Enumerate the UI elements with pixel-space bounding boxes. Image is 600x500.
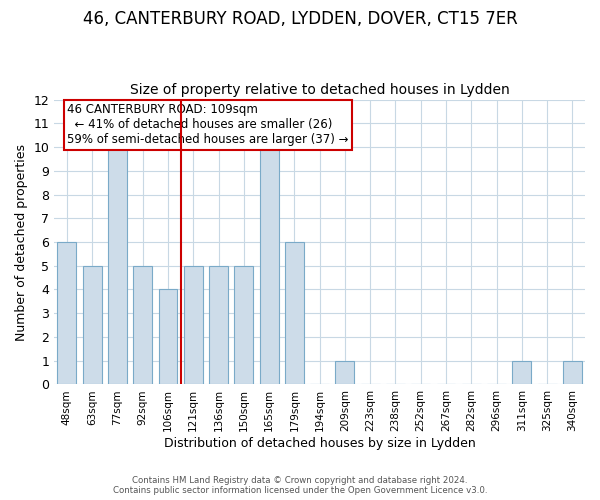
Bar	[133, 266, 152, 384]
X-axis label: Distribution of detached houses by size in Lydden: Distribution of detached houses by size …	[164, 437, 476, 450]
Bar	[108, 147, 127, 384]
Bar	[184, 266, 203, 384]
Bar	[235, 266, 253, 384]
Bar	[563, 360, 582, 384]
Bar	[58, 242, 76, 384]
Bar	[285, 242, 304, 384]
Y-axis label: Number of detached properties: Number of detached properties	[15, 144, 28, 340]
Bar	[260, 147, 278, 384]
Bar	[83, 266, 101, 384]
Text: Contains HM Land Registry data © Crown copyright and database right 2024.
Contai: Contains HM Land Registry data © Crown c…	[113, 476, 487, 495]
Bar	[158, 290, 178, 384]
Text: 46 CANTERBURY ROAD: 109sqm
  ← 41% of detached houses are smaller (26)
59% of se: 46 CANTERBURY ROAD: 109sqm ← 41% of deta…	[67, 103, 349, 146]
Bar	[512, 360, 531, 384]
Text: 46, CANTERBURY ROAD, LYDDEN, DOVER, CT15 7ER: 46, CANTERBURY ROAD, LYDDEN, DOVER, CT15…	[83, 10, 517, 28]
Bar	[209, 266, 228, 384]
Bar	[335, 360, 355, 384]
Title: Size of property relative to detached houses in Lydden: Size of property relative to detached ho…	[130, 83, 509, 97]
